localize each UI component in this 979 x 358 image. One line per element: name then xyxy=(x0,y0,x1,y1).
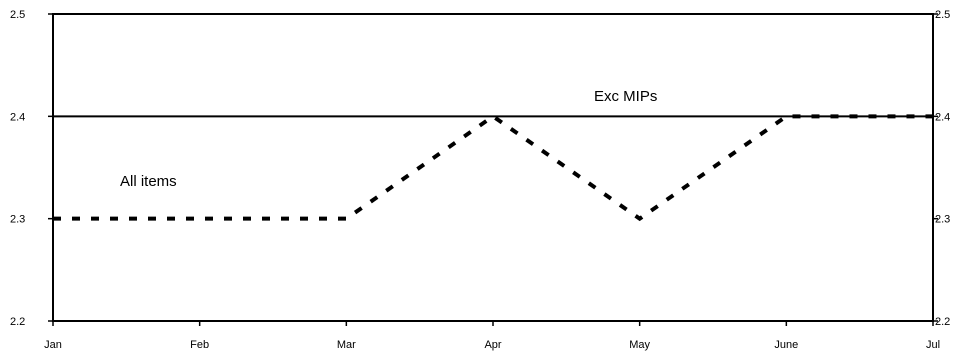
x-tick-label: Feb xyxy=(190,339,209,351)
x-tick-label: Jan xyxy=(44,339,62,351)
left-y-axis-ticks xyxy=(48,13,53,322)
axis-labels: Jan Feb Mar Apr May June Jul 2.2 2.2 2.3 2.3 2.4 2.4… xyxy=(10,9,950,351)
left-y-tick-label: 2.2 xyxy=(10,316,25,328)
x-axis-ticks xyxy=(52,321,934,326)
right-y-tick-label: 2.5 xyxy=(935,9,950,21)
plot-area xyxy=(48,13,938,326)
series-layer xyxy=(53,113,933,222)
plot-frame xyxy=(52,13,934,322)
x-tick-label: Jul xyxy=(926,339,940,351)
x-tick-label: June xyxy=(774,339,798,351)
left-y-tick-label: 2.4 xyxy=(10,111,25,123)
x-tick-label: May xyxy=(629,339,650,351)
left-y-tick-label: 2.5 xyxy=(10,9,25,21)
right-y-tick-label: 2.3 xyxy=(935,214,950,226)
series-annotation-exc-mips: Exc MIPs xyxy=(594,88,657,105)
right-y-tick-label: 2.2 xyxy=(935,316,950,328)
x-tick-label: Apr xyxy=(484,339,501,351)
series-annotation-all-items: All items xyxy=(120,173,177,190)
series-line-all-items xyxy=(53,113,933,222)
x-tick-label: Mar xyxy=(337,339,356,351)
right-y-tick-label: 2.4 xyxy=(935,111,950,123)
right-y-axis-ticks xyxy=(933,13,938,322)
left-y-tick-label: 2.3 xyxy=(10,214,25,226)
